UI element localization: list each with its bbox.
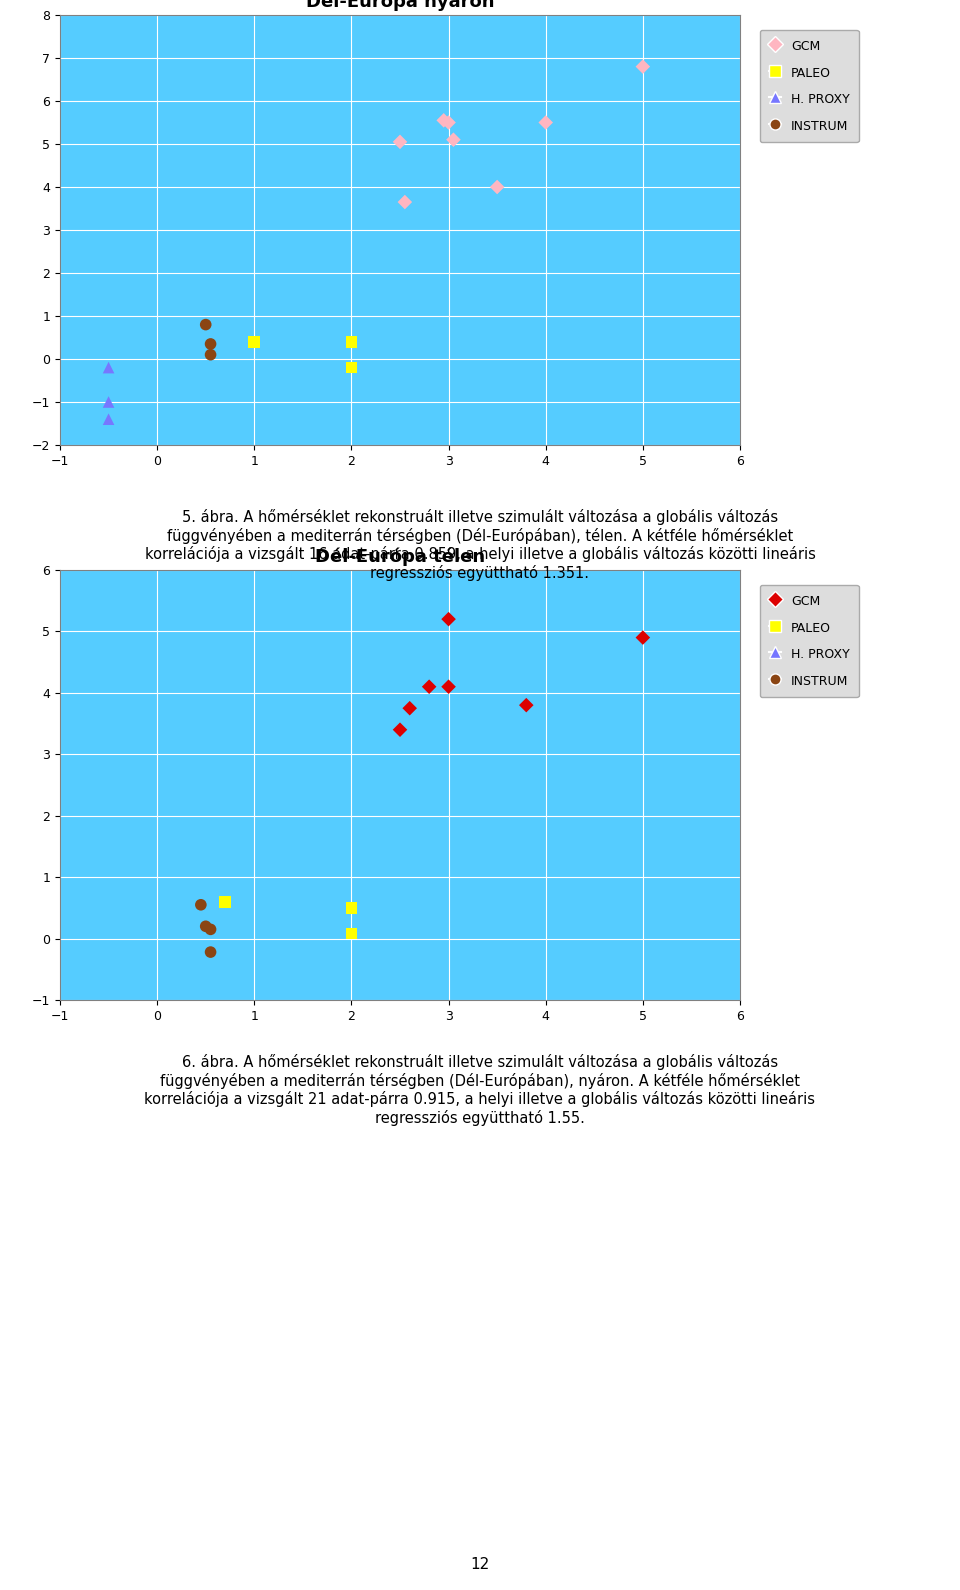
Point	[393, 717, 408, 743]
Text: 5. ábra. A hőmérséklet rekonstruált illetve szimulált változása a globális válto: 5. ábra. A hőmérséklet rekonstruált ille…	[145, 509, 815, 580]
Point	[101, 407, 116, 432]
Point	[344, 329, 359, 355]
Point	[402, 695, 418, 720]
Point	[203, 342, 218, 367]
Point	[445, 127, 461, 153]
Point	[393, 129, 408, 154]
Point	[636, 54, 651, 80]
Point	[344, 355, 359, 380]
Point	[421, 674, 437, 700]
Point	[436, 108, 451, 134]
Title: Dél-Európa télen: Dél-Európa télen	[315, 547, 485, 566]
Point	[636, 625, 651, 650]
Point	[247, 329, 262, 355]
Point	[198, 312, 213, 337]
Point	[518, 692, 534, 717]
Point	[193, 892, 208, 917]
Point	[344, 921, 359, 946]
Point	[101, 355, 116, 380]
Point	[538, 110, 553, 135]
Point	[203, 917, 218, 943]
Legend: GCM, PALEO, H. PROXY, INSTRUM: GCM, PALEO, H. PROXY, INSTRUM	[760, 30, 858, 142]
Point	[441, 110, 456, 135]
Point	[441, 674, 456, 700]
Point	[490, 175, 505, 200]
Point	[218, 889, 233, 914]
Point	[344, 895, 359, 921]
Title: Dél-Európa nyáron: Dél-Európa nyáron	[305, 0, 494, 11]
Text: 6. ábra. A hőmérséklet rekonstruált illetve szimulált változása a globális válto: 6. ábra. A hőmérséklet rekonstruált ille…	[145, 1054, 815, 1126]
Point	[441, 606, 456, 631]
Legend: GCM, PALEO, H. PROXY, INSTRUM: GCM, PALEO, H. PROXY, INSTRUM	[760, 585, 858, 696]
Point	[203, 940, 218, 965]
Point	[198, 914, 213, 940]
Point	[397, 189, 413, 215]
Point	[203, 331, 218, 356]
Text: 12: 12	[470, 1557, 490, 1573]
Point	[101, 390, 116, 415]
